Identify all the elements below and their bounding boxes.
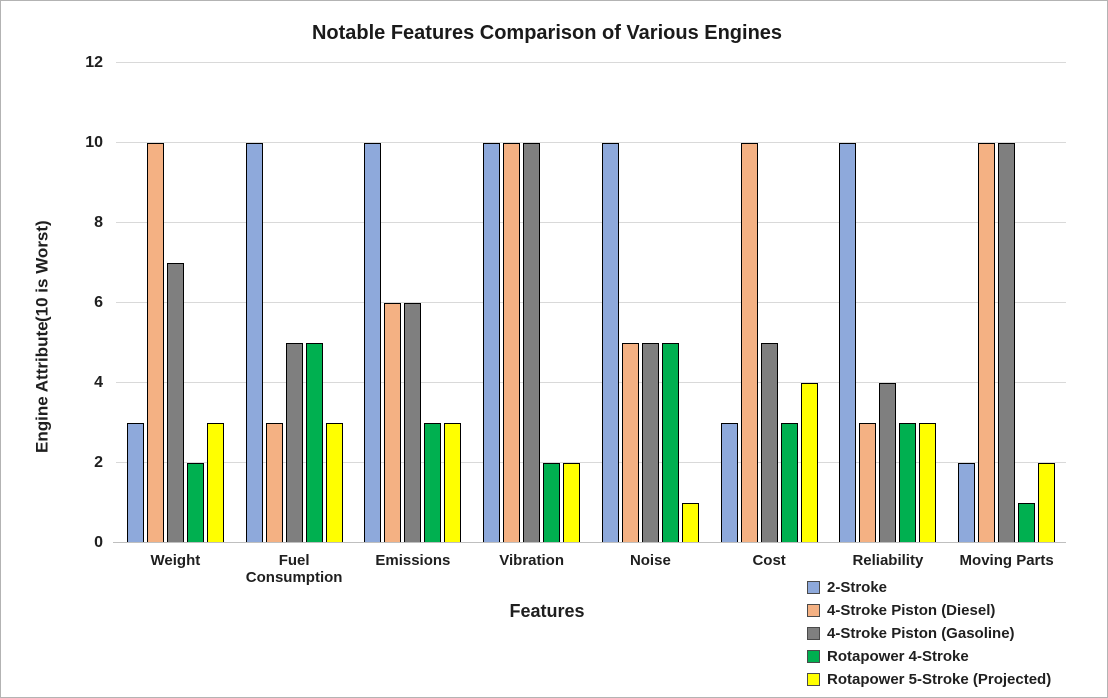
- gridline-4: [116, 382, 1066, 384]
- x-axis-line: [113, 542, 1066, 543]
- bar-4-stroke-piston-gasoline-weight: [166, 263, 184, 543]
- gridline-12: [116, 62, 1066, 63]
- bar-4-stroke-piston-diesel-moving-parts: [978, 143, 996, 543]
- legend-swatch-icon: [807, 672, 820, 686]
- x-axis-title: Features: [509, 601, 585, 621]
- x-tick-label-reliability: Reliability: [852, 552, 924, 569]
- bar-2-stroke-fuel-consumption: [245, 143, 263, 543]
- bar-rotapower-4-stroke-noise: [661, 343, 679, 543]
- bar-4-stroke-piston-gasoline-emissions: [404, 303, 422, 543]
- bar-4-stroke-piston-gasoline-moving-parts: [998, 143, 1016, 543]
- legend-label: Rotapower 4-Stroke: [827, 647, 969, 665]
- legend-item-rotapower-4-stroke: Rotapower 4-Stroke: [807, 647, 1051, 665]
- x-tick-label-vibration: Vibration: [499, 552, 564, 569]
- x-tick-label-fuel-consumption: Fuel Consumption: [245, 552, 343, 586]
- bar-4-stroke-piston-diesel-emissions: [384, 303, 402, 543]
- bar-4-stroke-piston-gasoline-cost: [760, 343, 778, 543]
- y-tick-label-0: 0: [94, 534, 103, 551]
- bar-4-stroke-piston-gasoline-vibration: [523, 143, 541, 543]
- legend-label: 2-Stroke: [827, 578, 888, 596]
- y-tick-label-10: 10: [85, 133, 103, 151]
- bar-rotapower-4-stroke-emissions: [424, 423, 442, 543]
- bar-group-noise: [591, 63, 710, 543]
- bar-rotapower-5-stroke-projected-emissions: [444, 423, 462, 543]
- x-tick-label-cost: Cost: [752, 552, 786, 569]
- legend-label: 4-Stroke Piston (Gasoline): [827, 624, 1015, 642]
- bar-4-stroke-piston-diesel-fuel-consumption: [265, 423, 283, 543]
- bar-4-stroke-piston-diesel-reliability: [859, 423, 877, 543]
- chart-title: Notable Features Comparison of Various E…: [311, 22, 783, 44]
- bar-groups: [116, 63, 1066, 543]
- legend-swatch-icon: [807, 603, 820, 617]
- gridline-10: [116, 142, 1066, 143]
- bar-rotapower-5-stroke-projected-weight: [206, 423, 224, 543]
- legend-item-2-stroke: 2-Stroke: [807, 578, 1051, 596]
- bar-group-weight: [116, 63, 235, 543]
- bar-4-stroke-piston-gasoline-reliability: [879, 383, 897, 543]
- bar-group-emissions: [354, 63, 473, 543]
- y-tick-label-12: 12: [85, 54, 103, 71]
- y-axis-ticks: 0 2 4 6 8 10 12: [1, 54, 103, 551]
- bar-4-stroke-piston-gasoline-fuel-consumption: [285, 343, 303, 543]
- bar-rotapower-5-stroke-projected-reliability: [919, 423, 937, 543]
- bar-rotapower-4-stroke-fuel-consumption: [305, 343, 323, 543]
- bar-4-stroke-piston-diesel-vibration: [503, 143, 521, 543]
- bar-2-stroke-emissions: [364, 143, 382, 543]
- y-tick-label-2: 2: [94, 454, 103, 471]
- bar-group-reliability: [829, 63, 948, 543]
- bar-4-stroke-piston-gasoline-noise: [641, 343, 659, 543]
- bar-rotapower-5-stroke-projected-cost: [800, 383, 818, 543]
- bar-2-stroke-cost: [720, 423, 738, 543]
- y-tick-label-8: 8: [94, 213, 103, 231]
- legend-swatch-icon: [807, 649, 820, 663]
- y-tick-label-6: 6: [94, 294, 103, 311]
- bar-2-stroke-weight: [126, 423, 144, 543]
- x-tick-label-moving-parts: Moving Parts: [959, 552, 1054, 569]
- bar-rotapower-4-stroke-moving-parts: [1018, 503, 1036, 543]
- bar-rotapower-5-stroke-projected-fuel-consumption: [325, 423, 343, 543]
- bar-rotapower-4-stroke-cost: [780, 423, 798, 543]
- bar-4-stroke-piston-diesel-weight: [146, 143, 164, 543]
- bar-2-stroke-moving-parts: [958, 463, 976, 543]
- x-tick-label-emissions: Emissions: [375, 552, 451, 569]
- gridline-6: [116, 302, 1066, 303]
- legend-item-4-stroke-piston-gasoline: 4-Stroke Piston (Gasoline): [807, 624, 1051, 642]
- plot-area: [113, 62, 1066, 543]
- legend-label: 4-Stroke Piston (Diesel): [827, 601, 996, 619]
- legend-label: Rotapower 5-Stroke (Projected): [827, 670, 1052, 688]
- bar-2-stroke-reliability: [839, 143, 857, 543]
- bar-rotapower-4-stroke-reliability: [899, 423, 917, 543]
- gridline-2: [116, 462, 1066, 464]
- bar-group-vibration: [472, 63, 591, 543]
- bar-2-stroke-noise: [601, 143, 619, 543]
- gridline-8: [116, 222, 1066, 224]
- bar-rotapower-4-stroke-vibration: [543, 463, 561, 543]
- legend-swatch-icon: [807, 626, 820, 640]
- bar-group-fuel-consumption: [235, 63, 354, 543]
- x-tick-label-noise: Noise: [629, 552, 671, 569]
- bar-rotapower-5-stroke-projected-noise: [681, 503, 699, 543]
- bar-4-stroke-piston-diesel-cost: [740, 143, 758, 543]
- bar-2-stroke-vibration: [483, 143, 501, 543]
- bar-4-stroke-piston-diesel-noise: [621, 343, 639, 543]
- y-tick-label-4: 4: [94, 373, 103, 391]
- x-axis-ticks: Weight Fuel Consumption Emissions Vibration…: [116, 552, 1066, 586]
- bar-group-cost: [710, 63, 829, 543]
- legend-swatch-icon: [807, 580, 820, 594]
- bar-group-moving-parts: [947, 63, 1066, 543]
- x-tick-label-weight: Weight: [150, 552, 201, 569]
- legend-item-rotapower-5-stroke-projected: Rotapower 5-Stroke (Projected): [807, 670, 1051, 688]
- legend-item-4-stroke-piston-diesel: 4-Stroke Piston (Diesel): [807, 601, 1051, 619]
- legend: 2-Stroke 4-Stroke Piston (Diesel) 4-Stroke…: [807, 578, 1051, 688]
- bar-rotapower-5-stroke-projected-vibration: [563, 463, 581, 543]
- bar-rotapower-5-stroke-projected-moving-parts: [1038, 463, 1056, 543]
- bar-rotapower-4-stroke-weight: [186, 463, 204, 543]
